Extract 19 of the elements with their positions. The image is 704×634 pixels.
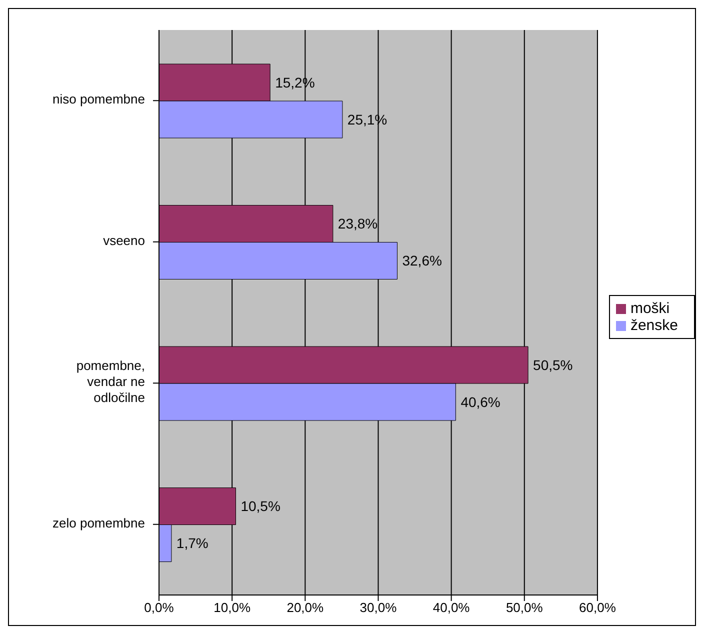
data-label: 10,5%: [240, 498, 280, 514]
y-tick-label: pomembne, vendar ne odločilne: [76, 358, 145, 406]
data-label: 40,6%: [460, 394, 500, 410]
data-label: 1,7%: [176, 535, 208, 552]
y-tick-label: niso pomembne: [52, 92, 145, 108]
x-tick-label: 30,0%: [360, 600, 398, 616]
x-tick-label: 0,0%: [144, 600, 174, 616]
data-label: 32,6%: [402, 252, 442, 269]
x-tick-label: 10,0%: [214, 600, 251, 616]
legend-label: moški: [630, 300, 670, 317]
legend-label: ženske: [630, 317, 678, 334]
x-tick-label: 60,0%: [579, 600, 616, 616]
x-tick-label: 20,0%: [286, 600, 324, 616]
data-label: 50,5%: [533, 356, 573, 373]
x-tick-label: 40,0%: [432, 600, 470, 616]
y-tick-label: zelo pomembne: [52, 516, 145, 531]
data-label: 23,8%: [338, 216, 378, 232]
x-tick-label: 50,0%: [506, 600, 544, 616]
y-tick-label: vseeno: [103, 233, 145, 248]
